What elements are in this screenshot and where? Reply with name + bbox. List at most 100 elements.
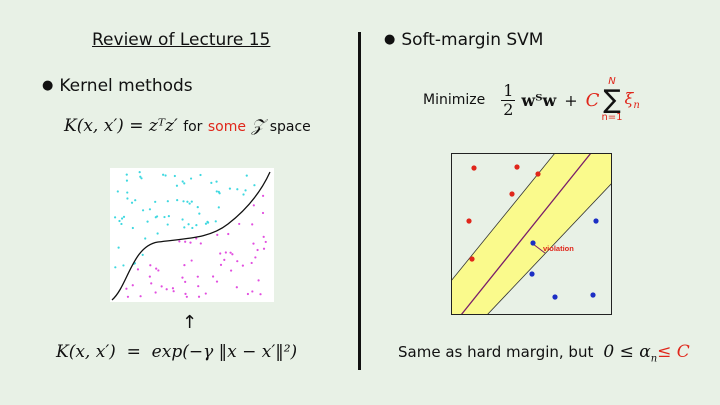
plus-sign: + xyxy=(564,90,578,110)
sum-symbol: ∑ xyxy=(603,85,621,115)
red-point xyxy=(469,256,475,262)
magenta-point xyxy=(131,284,134,287)
cyan-point xyxy=(118,219,121,223)
half-denominator: 2 xyxy=(503,99,514,119)
magenta-point xyxy=(184,292,187,295)
cyan-point xyxy=(215,190,218,193)
cyan-point xyxy=(162,173,165,176)
magenta-point xyxy=(254,256,257,259)
cyan-point xyxy=(236,188,239,191)
blue-point xyxy=(593,218,599,224)
blue-points xyxy=(529,218,599,300)
magenta-point xyxy=(219,263,223,266)
cyan-point xyxy=(183,182,186,185)
wtw-term: wᵀw xyxy=(521,90,557,110)
cyan-point xyxy=(228,187,232,190)
half-fraction: 1 2 xyxy=(501,81,516,119)
magenta-point xyxy=(183,263,186,267)
cyan-point xyxy=(167,215,170,218)
cyan-point xyxy=(218,192,221,195)
soft-margin-plot: violation xyxy=(451,153,612,315)
cyan-point xyxy=(116,190,119,193)
cyan-point xyxy=(253,184,256,187)
cyan-point xyxy=(176,199,179,202)
blue-point xyxy=(530,240,536,246)
cyan-point xyxy=(166,223,169,226)
magenta-point xyxy=(238,222,241,226)
cyan-point xyxy=(199,173,202,177)
magenta-point xyxy=(171,287,175,290)
c-symbol: C xyxy=(585,89,600,111)
soft-margin-bullet: ● Soft-margin SVM xyxy=(384,30,543,50)
magenta-point xyxy=(196,275,199,278)
magenta-point xyxy=(172,290,175,293)
red-point xyxy=(509,191,515,197)
magenta-point xyxy=(155,267,158,270)
space-text: space xyxy=(269,119,311,135)
rbf-formula: K(x, x′) = exp(−γ ‖x − x′‖²) xyxy=(56,342,298,362)
cyan-point xyxy=(148,208,152,211)
cyan-point xyxy=(156,232,159,235)
cyan-point xyxy=(141,253,144,256)
magenta-point xyxy=(160,285,163,288)
cyan-point xyxy=(206,220,209,223)
page-title: Review of Lecture 15 xyxy=(92,30,271,50)
magenta-point xyxy=(165,288,168,291)
sum-lower: n=1 xyxy=(601,112,623,123)
cyan-point xyxy=(166,200,169,203)
for-text: for xyxy=(183,119,203,135)
magenta-point xyxy=(215,280,219,283)
kernel-formula: K(x, x′) = zᵀz′ xyxy=(64,116,178,136)
cyan-point xyxy=(186,200,189,203)
magenta-point xyxy=(195,237,198,240)
red-point xyxy=(466,218,472,224)
magenta-point xyxy=(154,291,157,294)
xi-symbol: ξ xyxy=(624,88,634,108)
cyan-point xyxy=(189,177,193,180)
z-space-symbol: 𝒵 xyxy=(251,116,265,136)
magenta-point xyxy=(229,269,233,272)
magenta-point xyxy=(246,292,250,296)
magenta-point xyxy=(241,264,244,267)
magenta-point xyxy=(219,252,222,255)
blue-point xyxy=(552,294,558,300)
magenta-point xyxy=(181,276,184,279)
minimize-label: Minimize xyxy=(423,92,486,108)
cyan-point xyxy=(183,226,186,229)
cyan-point xyxy=(198,212,201,215)
magenta-point xyxy=(199,242,202,245)
cyan-point xyxy=(139,175,142,178)
cyan-point xyxy=(181,180,184,183)
magenta-point xyxy=(204,292,207,295)
margin-band xyxy=(451,153,612,315)
cyan-point xyxy=(155,215,159,218)
cyan-point xyxy=(122,215,126,218)
blue-point xyxy=(590,292,596,298)
cyan-point xyxy=(182,200,185,203)
magenta-point xyxy=(148,275,151,278)
cyan-point xyxy=(122,264,125,267)
magenta-point xyxy=(224,251,227,254)
violation-pointer xyxy=(532,243,546,254)
objective: Minimize 1 2 wᵀw + C N ∑ n=1 ξn xyxy=(423,68,640,132)
cyan-point xyxy=(196,206,199,209)
cyan-point xyxy=(117,246,120,249)
magenta-point xyxy=(197,295,201,298)
cyan-point xyxy=(190,200,193,203)
kernel-methods-label: Kernel methods xyxy=(59,76,193,96)
cyan-point xyxy=(214,220,217,223)
cyan-point xyxy=(125,173,128,176)
cyan-point xyxy=(217,206,220,209)
magenta-point xyxy=(227,232,230,236)
magenta-point xyxy=(259,293,262,296)
red-point xyxy=(514,164,520,170)
cyan-point xyxy=(138,171,141,174)
magenta-point xyxy=(211,275,215,278)
cyan-point xyxy=(141,209,145,212)
cyan-point xyxy=(134,199,137,202)
cyan-point xyxy=(204,222,208,225)
bullet-dot-icon: ● xyxy=(42,78,54,93)
cyan-point xyxy=(210,181,213,184)
cyan-point xyxy=(126,197,129,200)
magenta-point xyxy=(262,247,266,250)
